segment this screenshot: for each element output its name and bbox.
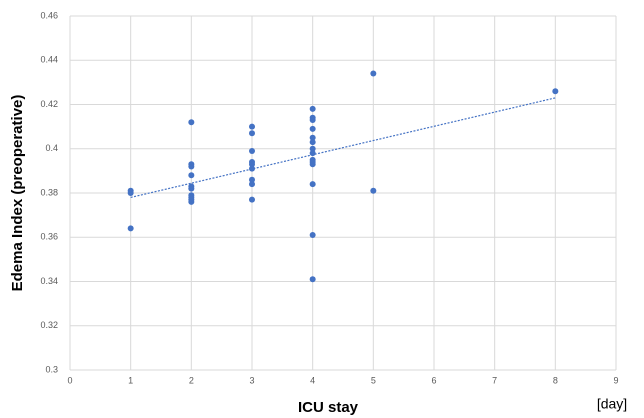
y-tick-label: 0.3: [45, 364, 58, 374]
point: [309, 145, 316, 152]
point: [309, 116, 316, 123]
point: [309, 181, 316, 188]
x-tick-label: 6: [431, 375, 436, 385]
point: [249, 130, 255, 137]
point: [249, 147, 255, 154]
point: [188, 172, 195, 179]
point: [127, 190, 134, 196]
x-tick-label: 7: [492, 375, 497, 385]
point: [188, 119, 195, 126]
x-tick-label: 3: [249, 375, 254, 385]
point: [309, 105, 316, 112]
x-tick-label: 1: [128, 375, 133, 385]
point: [188, 185, 195, 192]
y-tick-label: 0.36: [40, 232, 58, 242]
x-axis-unit: [day]: [597, 396, 627, 412]
point: [370, 70, 377, 77]
x-tick-label: 2: [189, 375, 194, 385]
x-tick-label: 9: [613, 375, 618, 385]
point: [188, 163, 195, 170]
y-tick-label: 0.34: [40, 276, 58, 286]
point: [249, 165, 255, 172]
point: [309, 125, 316, 132]
trendline: [130, 97, 556, 199]
point: [249, 181, 255, 188]
y-axis-label: Edema Index (preoperative): [9, 95, 26, 292]
point: [249, 196, 255, 203]
y-tick-label: 0.4: [45, 143, 58, 153]
y-tick-label: 0.44: [40, 55, 58, 65]
point: [249, 176, 255, 183]
x-tick-label: 0: [67, 375, 72, 385]
x-tick-label: 5: [371, 375, 376, 385]
point: [370, 187, 377, 194]
point: [309, 150, 316, 157]
y-tick-label: 0.46: [40, 10, 58, 20]
point: [249, 123, 255, 130]
y-tick-label: 0.32: [40, 320, 58, 330]
point: [552, 88, 559, 95]
point: [309, 276, 316, 283]
x-tick-label: 8: [553, 375, 558, 385]
x-axis-label: ICU stay: [298, 399, 359, 416]
x-tick-label: 4: [310, 375, 315, 385]
point: [249, 161, 255, 168]
y-tick-label: 0.42: [40, 99, 58, 109]
point: [309, 134, 316, 141]
y-tick-label: 0.38: [40, 187, 58, 197]
point: [309, 232, 316, 239]
point: [309, 161, 316, 168]
point: [188, 198, 195, 205]
point: [309, 139, 316, 146]
point: [127, 225, 134, 232]
